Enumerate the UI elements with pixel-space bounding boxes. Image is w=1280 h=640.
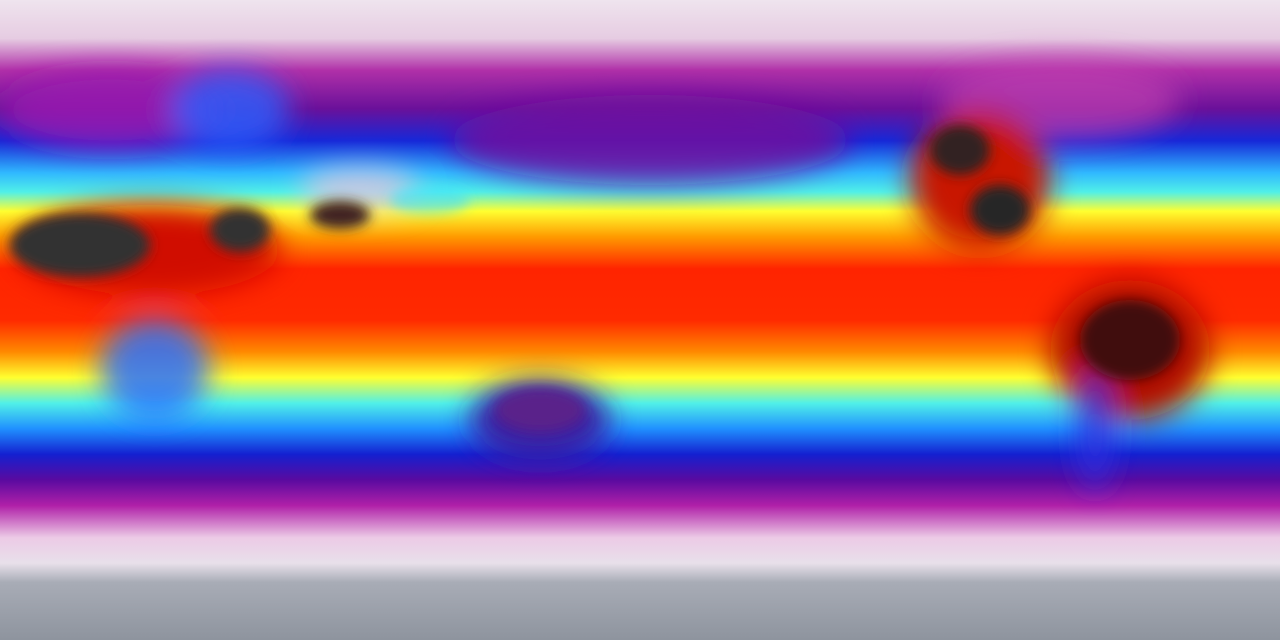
hotspots — [10, 125, 1180, 432]
